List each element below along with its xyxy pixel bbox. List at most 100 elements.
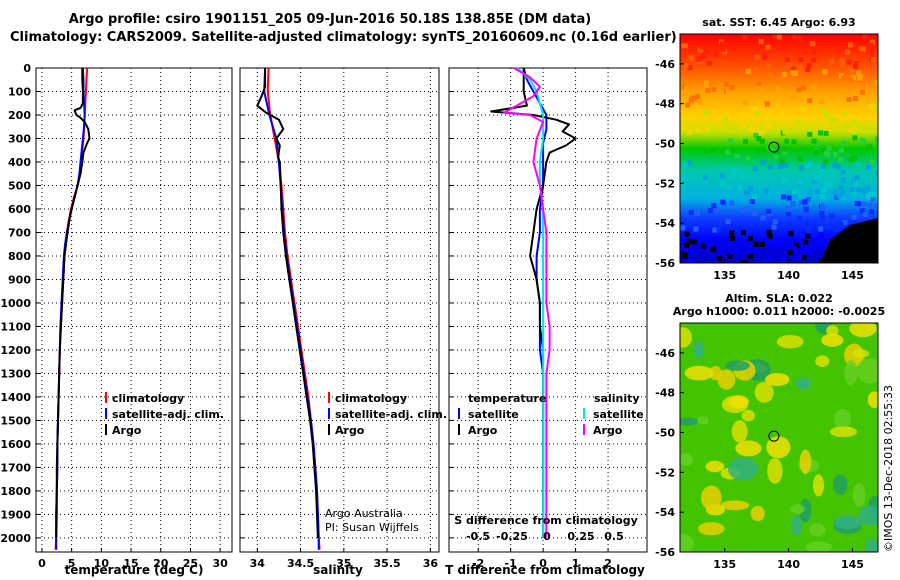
sst-pixel — [763, 188, 769, 194]
legend-temperature-title: temperature — [468, 392, 546, 405]
sst-pixel — [716, 255, 722, 261]
sst-pixel — [703, 110, 709, 116]
sst-pixel — [682, 261, 688, 263]
sst-pixel — [684, 243, 690, 248]
sst-pixel — [826, 146, 832, 152]
sst-pixel — [842, 220, 848, 226]
sst-pixel — [687, 259, 693, 263]
sst-pixel — [688, 209, 694, 215]
sst-pixel — [866, 124, 871, 130]
sst-pixel — [827, 181, 833, 187]
sla-anomaly — [856, 358, 878, 384]
sst-pixel — [861, 46, 867, 52]
sst-pixel — [839, 62, 845, 68]
sst-pixel — [806, 227, 812, 233]
sst-pixel — [681, 84, 687, 90]
series-line — [55, 67, 86, 550]
sst-pixel — [749, 106, 754, 112]
sst-pixel — [699, 44, 705, 50]
depth-axis: 0 100 200 300 400 500 600 700 800 900 1000 1100 1200… — [0, 62, 31, 545]
x-tick-label: 36 — [423, 557, 439, 570]
map-x-tick-label: 140 — [777, 269, 800, 282]
sla-anomaly — [767, 458, 783, 484]
sst-pixel — [812, 219, 818, 225]
sst-pixel — [819, 169, 825, 175]
sst-pixel — [741, 123, 747, 129]
sla-anomaly — [754, 382, 774, 403]
sst-pixel — [845, 49, 851, 55]
sst-pixel — [809, 90, 815, 95]
sst-pixel — [749, 199, 755, 204]
sst-pixel — [779, 158, 785, 164]
sla-anomaly — [720, 500, 750, 511]
sst-pixel — [810, 57, 816, 63]
sst-pixel — [849, 68, 855, 74]
sst-pixel — [702, 175, 708, 181]
sst-pixel — [848, 157, 854, 163]
sst-pixel — [781, 71, 787, 77]
sst-pixel — [685, 102, 691, 108]
sla-map-subtitle: Argo h1000: 0.011 h2000: -0.0025 — [673, 305, 885, 318]
sst-pixel — [818, 226, 824, 232]
y-tick-label: 200 — [8, 109, 31, 122]
legend-t-argo-swatch — [458, 424, 460, 435]
sst-pixel — [803, 239, 809, 245]
sst-pixel — [766, 208, 772, 214]
sla-anomaly — [852, 349, 869, 358]
map-x-tick-label: 140 — [777, 558, 800, 571]
sst-pixel — [848, 42, 854, 48]
sst-pixel — [765, 124, 771, 130]
map-x-tick-label: 145 — [841, 558, 864, 571]
sst-pixel — [798, 165, 804, 171]
sst-pixel — [855, 162, 861, 167]
sst-pixel — [710, 46, 716, 52]
sst-pixel — [849, 187, 855, 193]
sst-pixel — [769, 147, 775, 153]
sst-pixel — [680, 244, 685, 250]
sst-pixel — [726, 241, 732, 247]
sst-pixel — [820, 188, 826, 194]
land-mask — [820, 218, 878, 263]
sst-pixel — [856, 201, 862, 207]
sst-pixel — [791, 139, 797, 145]
map-y-tick-label: -54 — [655, 217, 675, 230]
sst-pixel — [786, 127, 792, 133]
y-tick-label: 300 — [8, 132, 31, 145]
sst-pixel — [761, 259, 767, 263]
sst-pixel — [856, 187, 862, 193]
legend-argo-label: Argo — [335, 424, 365, 437]
sst-pixel — [862, 191, 868, 197]
series-line — [55, 68, 91, 538]
sst-pixel — [873, 115, 878, 121]
sst-pixel — [782, 129, 788, 135]
sst-pixel — [697, 47, 703, 53]
legend-climatology-swatch — [105, 392, 107, 403]
sst-pixel — [753, 66, 759, 72]
plot-subtitle: Climatology: CARS2009. Satellite-adjuste… — [10, 30, 677, 45]
sst-pixel — [834, 226, 840, 232]
sla-anomaly — [795, 377, 811, 390]
s-difference-ticks: -0.5 -0.25 0 0.25 0.5 — [466, 530, 624, 543]
sla-anomaly — [776, 335, 804, 349]
sst-pixel — [741, 259, 747, 263]
sst-pixel — [865, 192, 871, 198]
y-tick-label: 700 — [8, 226, 31, 239]
x-tick-label: 5 — [68, 557, 76, 570]
sst-pixel — [708, 241, 714, 247]
sla-map-frame — [679, 322, 879, 553]
sst-pixel — [761, 147, 767, 153]
y-tick-label: 500 — [8, 179, 31, 192]
sst-pixel — [842, 111, 848, 117]
sst-pixel — [714, 207, 720, 212]
sla-anomaly — [697, 416, 709, 425]
sst-pixel — [680, 225, 686, 231]
x-tick-label: -2 — [472, 557, 484, 570]
y-tick-label: 1500 — [0, 414, 31, 427]
sst-pixel — [821, 164, 827, 169]
sst-pixel — [729, 168, 735, 174]
legend-satellite-label: satellite-adj. clim. — [112, 408, 224, 421]
legend-satellite-swatch — [328, 408, 330, 419]
map-y-tick-label: -54 — [655, 506, 675, 519]
series-line — [256, 68, 319, 538]
